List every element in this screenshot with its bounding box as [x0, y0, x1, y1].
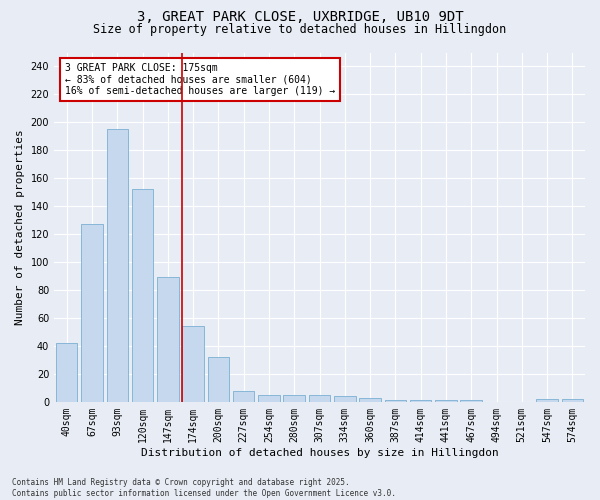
Bar	[208, 357, 229, 402]
X-axis label: Distribution of detached houses by size in Hillingdon: Distribution of detached houses by size …	[140, 448, 499, 458]
Bar	[359, 398, 381, 402]
Bar	[182, 326, 204, 402]
Bar	[460, 400, 482, 402]
Bar	[258, 395, 280, 402]
Bar	[410, 400, 431, 402]
Bar	[81, 224, 103, 402]
Y-axis label: Number of detached properties: Number of detached properties	[15, 130, 25, 325]
Bar	[385, 400, 406, 402]
Bar	[132, 190, 153, 402]
Bar	[56, 343, 77, 402]
Text: Size of property relative to detached houses in Hillingdon: Size of property relative to detached ho…	[94, 22, 506, 36]
Text: Contains HM Land Registry data © Crown copyright and database right 2025.
Contai: Contains HM Land Registry data © Crown c…	[12, 478, 396, 498]
Bar	[233, 390, 254, 402]
Bar	[435, 400, 457, 402]
Bar	[283, 395, 305, 402]
Bar	[157, 278, 179, 402]
Bar	[562, 399, 583, 402]
Bar	[334, 396, 356, 402]
Text: 3 GREAT PARK CLOSE: 175sqm
← 83% of detached houses are smaller (604)
16% of sem: 3 GREAT PARK CLOSE: 175sqm ← 83% of deta…	[65, 63, 335, 96]
Bar	[536, 399, 558, 402]
Bar	[107, 130, 128, 402]
Text: 3, GREAT PARK CLOSE, UXBRIDGE, UB10 9DT: 3, GREAT PARK CLOSE, UXBRIDGE, UB10 9DT	[137, 10, 463, 24]
Bar	[309, 395, 330, 402]
